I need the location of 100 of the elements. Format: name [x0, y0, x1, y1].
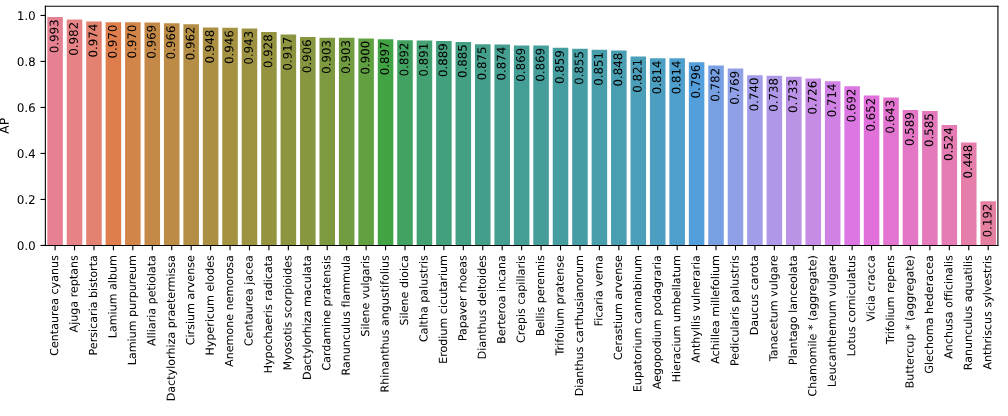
- data-label: 0.848: [613, 53, 623, 86]
- data-label: 0.903: [341, 41, 351, 74]
- x-tick-label: Ranunculus flammula: [341, 256, 350, 375]
- x-tick-label: Centaurea jacea: [244, 256, 255, 346]
- text: 1.0: [18, 11, 35, 21]
- bar: [922, 110, 938, 246]
- x-tick-label: Cardamine pratensis: [321, 255, 333, 370]
- x-tick-label: Dianthus deltoides: [477, 255, 486, 359]
- data-label: 0.946: [224, 30, 234, 64]
- data-label: 0.928: [263, 35, 273, 68]
- x-tick-label: Cerastium arvense: [613, 255, 623, 360]
- x-tick-label: Erodium cicutarium: [438, 256, 448, 363]
- x-tick-label: Silene vulgaris: [360, 255, 372, 336]
- x-tick-label: Eupatorium cannabinum: [632, 256, 644, 392]
- bar: [941, 124, 958, 246]
- data-label: 0.889: [438, 44, 448, 77]
- bar: [163, 23, 180, 246]
- bar: [241, 28, 258, 246]
- data-label: 0.769: [729, 71, 739, 104]
- data-label: 0.948: [205, 30, 215, 63]
- x-tick-label: Glechoma hederacea: [924, 256, 934, 374]
- x-tick-label: Caltha palustris: [419, 255, 430, 342]
- text: 0.8: [17, 57, 35, 67]
- bar: [86, 21, 102, 246]
- data-label: 0.943: [243, 31, 253, 64]
- data-label: 0.814: [671, 61, 681, 94]
- x-tick-label: Dactylorhiza maculata: [302, 256, 314, 379]
- x-tick-label: Centaurea cyanus: [49, 255, 61, 356]
- bar: [494, 44, 510, 246]
- bar: [669, 58, 685, 246]
- bar: [202, 27, 219, 246]
- x-tick-label: Crepis capillaris: [516, 255, 528, 343]
- data-label: 0.993: [49, 20, 59, 53]
- x-tick-label: Lotus corniculatus: [846, 255, 856, 356]
- bar: [183, 24, 199, 246]
- x-tick-label: Trifolium pratense: [555, 255, 566, 356]
- data-label: 0.974: [88, 24, 98, 57]
- data-label: 0.969: [146, 25, 156, 58]
- data-label: 0.859: [555, 51, 564, 84]
- bar: [125, 22, 141, 246]
- bar: [533, 45, 549, 246]
- data-label: 0.970: [127, 25, 137, 58]
- bar: [552, 47, 569, 246]
- bar: [474, 44, 491, 246]
- x-tick-label: Bellis perennis: [535, 255, 547, 336]
- data-label: 0.903: [321, 41, 331, 74]
- data-label: 0.796: [691, 65, 701, 98]
- bar: [630, 56, 647, 246]
- bar: [47, 17, 63, 246]
- x-tick-label: Anemone nemorosa: [225, 256, 234, 367]
- data-label: 0.740: [749, 78, 759, 111]
- bar: [591, 49, 608, 246]
- data-label: 0.891: [418, 43, 428, 76]
- x-tick-label: Alliaria petiolata: [146, 256, 158, 346]
- bar: [902, 109, 919, 246]
- data-label: 0.738: [768, 78, 778, 112]
- bar: [747, 75, 763, 246]
- bar: [649, 58, 666, 246]
- data-label: 0.851: [593, 53, 603, 86]
- x-tick-label: Dactylorhiza praetermissa: [166, 256, 178, 401]
- data-label: 0.524: [943, 127, 953, 161]
- data-label: 0.900: [360, 41, 370, 74]
- x-tick-label: Trifolium repens: [885, 255, 897, 345]
- x-tick-label: Buttercup * (aggregate): [905, 256, 916, 388]
- data-label: 0.814: [652, 61, 662, 94]
- x-tick-label: Persicaria bistorta: [88, 256, 98, 355]
- x-tick-label: Hypericum elodes: [205, 255, 216, 355]
- text: 0.0: [17, 241, 35, 251]
- x-tick-label: Papaver rhoeas: [457, 255, 469, 341]
- data-label: 0.874: [496, 47, 506, 80]
- bar: [513, 45, 530, 246]
- bar: [455, 41, 472, 246]
- x-tick-label: Lamium purpureum: [127, 256, 139, 365]
- data-label: 0.869: [535, 48, 545, 81]
- bar: [416, 40, 433, 246]
- bar: [708, 65, 724, 246]
- data-label: 0.885: [457, 45, 467, 78]
- x-tick-label: Lamium album: [108, 256, 117, 338]
- x-tick-label: Leucanthemum vulgare: [827, 255, 839, 387]
- bar: [300, 37, 316, 246]
- data-label: 0.875: [477, 47, 487, 80]
- bar: [863, 95, 880, 246]
- data-label: 0.970: [107, 25, 117, 58]
- x-tick-label: Tanacetum vulgare: [768, 255, 780, 362]
- x-tick-label: Anchusa officinalis: [943, 255, 953, 359]
- x-tick-label: Hypochaeris radicata: [263, 256, 275, 373]
- bar: [572, 48, 588, 246]
- bar: [786, 76, 802, 246]
- data-label: 0.966: [166, 26, 176, 59]
- data-label: 0.192: [982, 204, 992, 237]
- data-label: 0.869: [516, 48, 526, 81]
- x-tick-label: Berteroa incana: [496, 256, 506, 343]
- data-label: 0.585: [924, 114, 934, 147]
- x-tick-label: Aegopodium podagraria: [652, 256, 664, 390]
- data-label: 0.982: [69, 23, 78, 55]
- data-label: 0.726: [807, 81, 817, 114]
- bar: [280, 34, 297, 246]
- data-label: 0.897: [380, 42, 389, 75]
- x-tick-label: Silene dioica: [399, 256, 409, 325]
- bar: [261, 32, 277, 246]
